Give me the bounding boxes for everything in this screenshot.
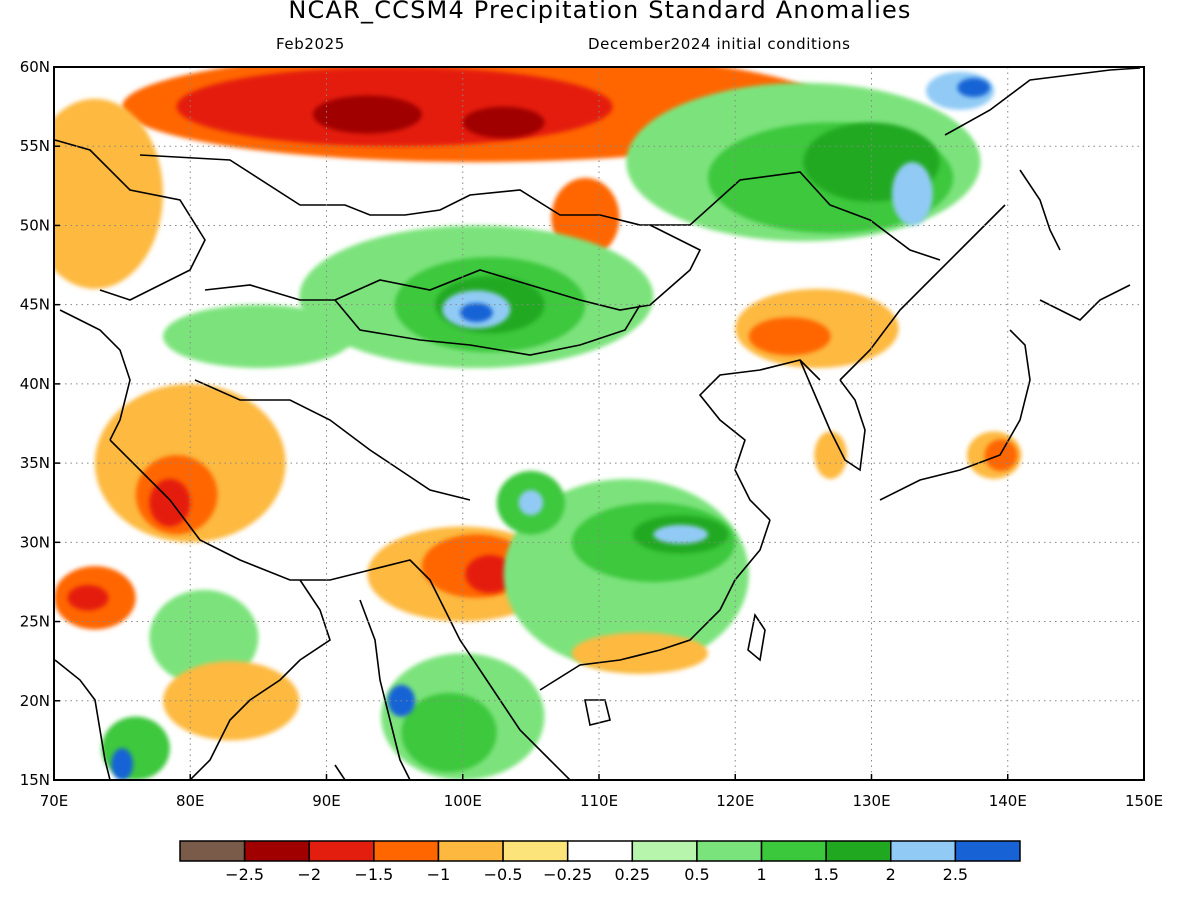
- lon-tick-label: 110E: [580, 792, 618, 810]
- colorbar-swatch: [566, 840, 634, 862]
- lat-tick-label: 55N: [20, 137, 50, 155]
- lat-tick-label: 60N: [20, 58, 50, 76]
- colorbar-label: 1.5: [813, 865, 838, 884]
- lon-tick-label: 70E: [40, 792, 69, 810]
- colorbar-swatch: [825, 840, 892, 862]
- colorbar-swatch: [373, 840, 440, 862]
- taiwan: [747, 612, 766, 662]
- russia-china-border: [139, 154, 941, 261]
- anomaly-region-india-south-wet: [101, 716, 170, 780]
- colorbar-swatch: [179, 840, 246, 862]
- china-east-coast: [698, 359, 821, 521]
- central-asia-border: [54, 139, 206, 301]
- colorbar-label: −2.5: [225, 865, 264, 884]
- lat-tick-label: 50N: [20, 216, 50, 234]
- anomaly-region-japan-dry-core: [984, 439, 1018, 472]
- colorbar-label: 0.25: [614, 865, 650, 884]
- anomaly-region-yangtze-wet-peak: [653, 524, 708, 544]
- anomaly-region-northeast-china-dry-core: [748, 317, 831, 356]
- anomaly-region-arabian-dry-core: [67, 585, 109, 611]
- japan-honshu: [879, 329, 1031, 501]
- colorbar-swatch: [696, 840, 763, 862]
- mongolia-border: [334, 224, 702, 311]
- china-south-coast: [539, 519, 771, 691]
- lon-tick-label: 150E: [1125, 792, 1163, 810]
- colorbar-swatch: [631, 840, 698, 862]
- anomaly-region-north-dry-1: [312, 95, 422, 134]
- anomaly-region-north-dry-2: [462, 106, 545, 139]
- himalaya-border: [109, 439, 441, 601]
- colorbar-label: 1: [756, 865, 766, 884]
- gridlines: [54, 67, 1144, 780]
- myanmar-border: [359, 599, 411, 780]
- colorbar-label: 0.5: [684, 865, 709, 884]
- lon-tick-label: 130E: [852, 792, 890, 810]
- anomaly-region-india-south-wet-peak: [111, 748, 134, 780]
- chart-title: NCAR_CCSM4 Precipitation Standard Anomal…: [288, 0, 912, 24]
- lon-tick-label: 90E: [312, 792, 341, 810]
- india-west-coast: [54, 659, 111, 780]
- hainan: [584, 699, 611, 726]
- anomaly-region-mongolia-wet-max: [460, 303, 493, 323]
- japan-hokkaido: [1039, 284, 1131, 321]
- lon-tick-label: 100E: [444, 792, 482, 810]
- anomaly-region-west-wet: [163, 304, 354, 369]
- init-conditions-label: December2024 initial conditions: [588, 35, 851, 53]
- colorbar-swatch: [760, 840, 827, 862]
- lon-tick-label: 140E: [989, 792, 1027, 810]
- lat-tick-label: 25N: [20, 613, 50, 631]
- colorbar-label: −0.25: [543, 865, 592, 884]
- axis-ticks: 70E 80E 90E 100E 110E 120E 130E 140E 150E 15N 20N 2…: [20, 58, 1163, 810]
- anomaly-region-korea-dry: [814, 431, 847, 479]
- mongolia-south-border: [334, 299, 641, 356]
- colorbar-swatch: [437, 840, 504, 862]
- kazakh-border: [204, 284, 335, 301]
- anomaly-region-west-dry: [54, 98, 163, 289]
- caspian-west: [59, 309, 131, 441]
- coastlines-and-borders: [54, 67, 1141, 780]
- colorbar: −2.5 −2 −1.5 −1 −0.5 −0.25 0.25 0.5 1 1.5 2 2.5: [179, 840, 1021, 884]
- india-east-border: [189, 579, 331, 780]
- lon-tick-label: 120E: [716, 792, 754, 810]
- colorbar-label: −0.5: [484, 865, 523, 884]
- colorbar-label: −1: [427, 865, 451, 884]
- colorbar-label: 2.5: [943, 865, 968, 884]
- tibet-north-border: [194, 379, 471, 501]
- okhotsk-coast: [944, 67, 1141, 136]
- anomaly-region-indochina-wet-inner: [401, 692, 497, 773]
- colorbar-label: 2: [886, 865, 896, 884]
- lat-tick-label: 20N: [20, 692, 50, 710]
- colorbar-swatch: [954, 840, 1021, 862]
- sri-lanka: [334, 764, 346, 780]
- lat-tick-label: 15N: [20, 771, 50, 789]
- sakhalin: [1019, 169, 1061, 251]
- lat-tick-label: 35N: [20, 454, 50, 472]
- anomaly-region-manchuria-wet-peak: [891, 162, 933, 226]
- colorbar-swatch: [890, 840, 957, 862]
- lat-tick-label: 40N: [20, 375, 50, 393]
- colorbar-swatch: [243, 840, 310, 862]
- lat-tick-label: 45N: [20, 296, 50, 314]
- lon-tick-label: 80E: [176, 792, 205, 810]
- valid-month-label: Feb2025: [276, 35, 345, 53]
- anomaly-region-tibet-dry-core: [465, 555, 515, 594]
- colorbar-swatch: [502, 840, 569, 862]
- anomaly-region-south-china-coast-dry: [571, 632, 708, 674]
- colorbar-label: −2: [297, 865, 321, 884]
- korea-coast: [799, 359, 866, 472]
- anomaly-region-okhotsk-wet-core: [957, 78, 991, 98]
- lat-tick-label: 30N: [20, 533, 50, 551]
- colorbar-swatch: [308, 840, 375, 862]
- indochina-border: [439, 599, 571, 780]
- anomaly-region-sichuan-wet-peak: [518, 490, 544, 516]
- colorbar-label: −1.5: [354, 865, 393, 884]
